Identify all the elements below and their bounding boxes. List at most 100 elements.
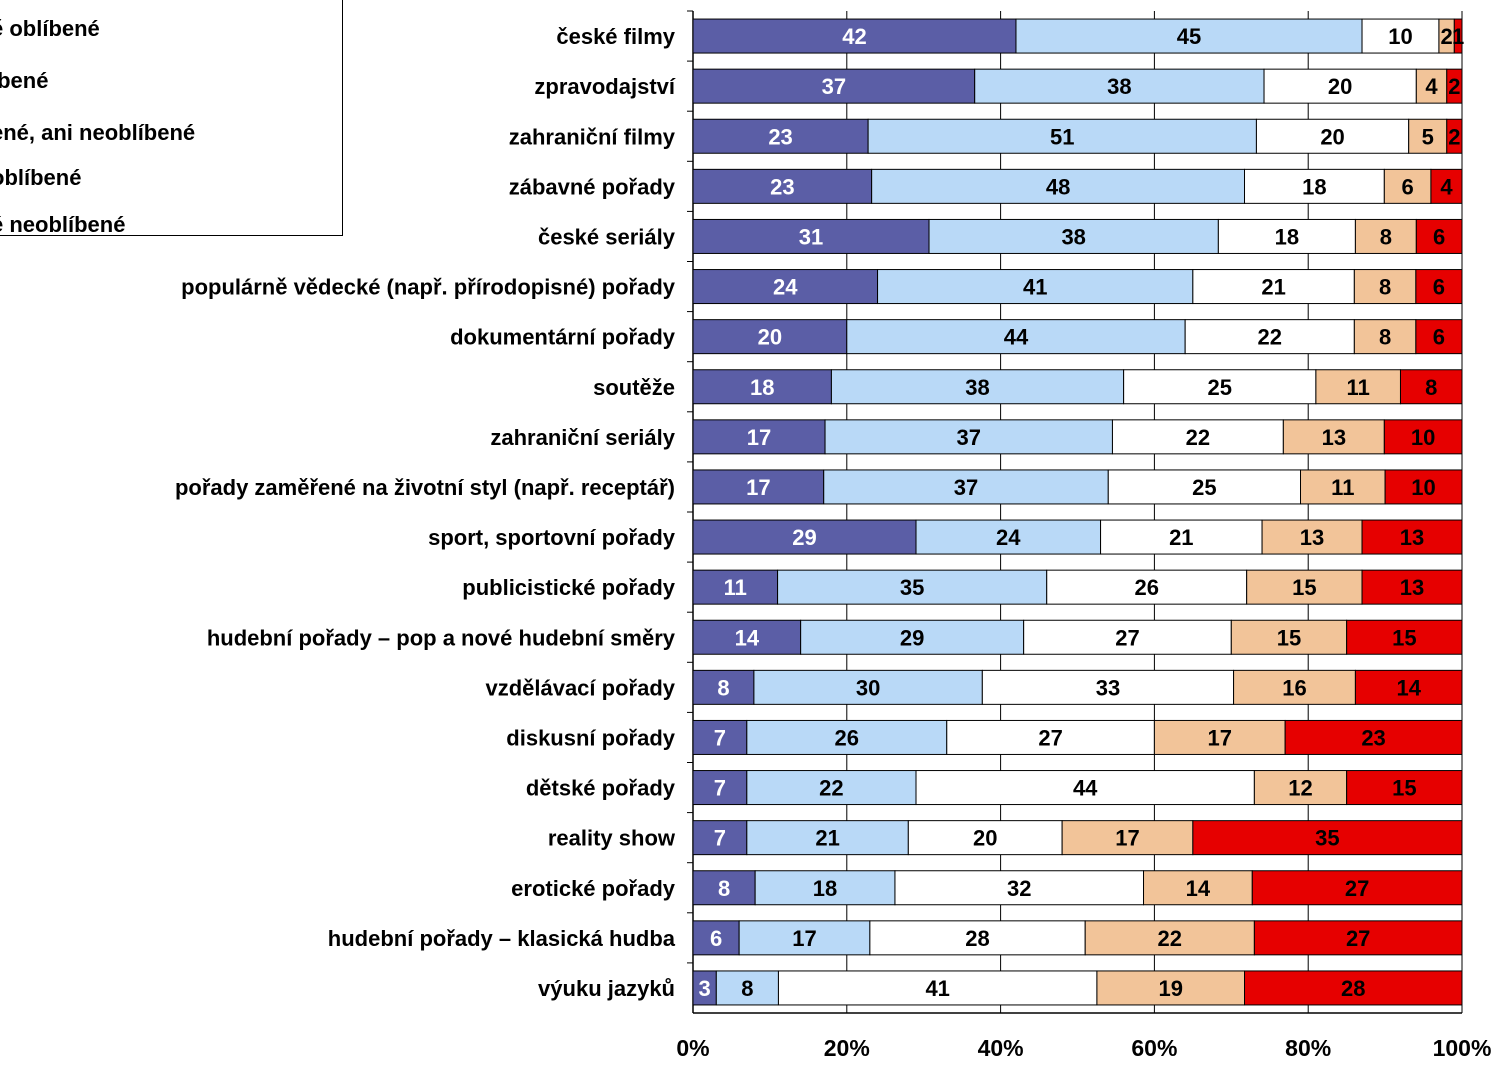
bar-segment — [1253, 770, 1348, 806]
data-label: 12 — [1288, 776, 1312, 801]
bar-segment — [1383, 168, 1432, 204]
bar-segment — [1383, 419, 1463, 455]
bar-segment — [1353, 269, 1417, 305]
data-label: 20 — [758, 325, 782, 350]
data-label: 2 — [1440, 24, 1452, 49]
bar-segment — [1399, 369, 1463, 405]
bar-segment — [746, 820, 909, 856]
data-label: 8 — [1425, 375, 1437, 400]
data-label: 41 — [1023, 275, 1047, 300]
bar-segment — [1453, 18, 1463, 54]
bar-segment — [974, 68, 1265, 104]
data-label: 11 — [724, 575, 747, 600]
data-label: 6 — [1402, 174, 1414, 199]
bar-segment — [869, 920, 1086, 956]
bar-segment — [1361, 519, 1463, 555]
data-label: 6 — [710, 926, 722, 951]
bar-segment — [746, 719, 948, 755]
data-label: 2 — [1448, 124, 1460, 149]
bar-segment — [915, 770, 1255, 806]
data-label: 18 — [750, 375, 774, 400]
bar-segment — [1415, 218, 1463, 254]
category-label: výuku jazyků — [538, 976, 675, 1001]
legend-item-1: ě oblíbené — [0, 14, 100, 44]
data-label: 7 — [714, 826, 726, 851]
bar-segment — [754, 870, 896, 906]
data-label: 17 — [747, 425, 771, 450]
bar-segment — [1084, 920, 1255, 956]
bar-segment — [1261, 519, 1363, 555]
bar-segment — [1233, 669, 1356, 705]
bar-segment — [1354, 669, 1463, 705]
data-label: 17 — [792, 926, 816, 951]
bar-segment — [1446, 118, 1463, 154]
category-label: sport, sportovní pořady — [428, 525, 676, 550]
bar-segment — [981, 669, 1235, 705]
bar-segment — [753, 669, 983, 705]
data-label: 17 — [746, 475, 770, 500]
data-label: 30 — [856, 675, 880, 700]
bar-segment — [1384, 469, 1463, 505]
data-label: 38 — [1107, 74, 1131, 99]
data-label: 8 — [718, 876, 730, 901]
data-label: 21 — [1261, 275, 1285, 300]
bar-segment — [1244, 168, 1385, 204]
bar-segment — [692, 319, 848, 355]
bar-segment — [738, 920, 871, 956]
data-label: 35 — [900, 575, 924, 600]
category-label: populárně vědecké (např. přírodopisné) p… — [181, 275, 676, 300]
data-label: 44 — [1004, 325, 1029, 350]
data-label: 14 — [1186, 876, 1211, 901]
data-label: 8 — [1379, 275, 1391, 300]
data-label: 23 — [1361, 725, 1385, 750]
x-tick-label: 20% — [824, 1035, 870, 1061]
bar-segment — [1284, 719, 1463, 755]
bar-segment — [846, 319, 1186, 355]
data-label: 13 — [1322, 425, 1346, 450]
data-label: 25 — [1192, 475, 1216, 500]
bar-segment — [871, 168, 1246, 204]
bar-segment — [830, 369, 1125, 405]
data-label: 31 — [799, 224, 823, 249]
legend-item-4: oblíbené — [0, 163, 81, 193]
data-label: 8 — [741, 976, 753, 1001]
data-label: 15 — [1392, 776, 1416, 801]
bar-segment — [946, 719, 1155, 755]
data-label: 37 — [954, 475, 978, 500]
data-label: 6 — [1433, 325, 1445, 350]
data-label: 26 — [1134, 575, 1158, 600]
category-label: dětské pořady — [526, 776, 676, 801]
bar-segment — [1361, 18, 1440, 54]
legend-item-5: é neoblíbené — [0, 210, 125, 240]
data-label: 42 — [842, 24, 866, 49]
bar-segment — [692, 218, 930, 254]
bar-segment — [1300, 469, 1386, 505]
bar-segment — [1415, 68, 1448, 104]
bar-segment — [1111, 419, 1284, 455]
bar-segment — [692, 519, 917, 555]
bar-segment — [1107, 469, 1302, 505]
category-label: erotické pořady — [511, 876, 676, 901]
bar-segment — [1263, 68, 1417, 104]
bar-segment — [1061, 820, 1194, 856]
bar-segment — [823, 469, 1109, 505]
data-label: 13 — [1400, 575, 1424, 600]
category-label: zahraniční seriály — [490, 425, 675, 450]
data-label: 29 — [900, 625, 924, 650]
data-label: 38 — [965, 375, 989, 400]
bar-segment — [1244, 970, 1463, 1006]
bar-segment — [692, 369, 832, 405]
bar-segment — [1192, 820, 1463, 856]
bar-segment — [1354, 218, 1417, 254]
bar-segment — [692, 920, 740, 956]
data-label: 44 — [1073, 776, 1098, 801]
data-label: 20 — [1320, 124, 1344, 149]
bar-segment — [692, 68, 976, 104]
legend-label-2: íbené — [0, 68, 49, 93]
data-label: 11 — [1331, 475, 1354, 500]
bar-segment — [715, 970, 779, 1006]
data-label: 28 — [965, 926, 989, 951]
x-tick-label: 100% — [1433, 1035, 1492, 1061]
bar-segment — [1408, 118, 1448, 154]
